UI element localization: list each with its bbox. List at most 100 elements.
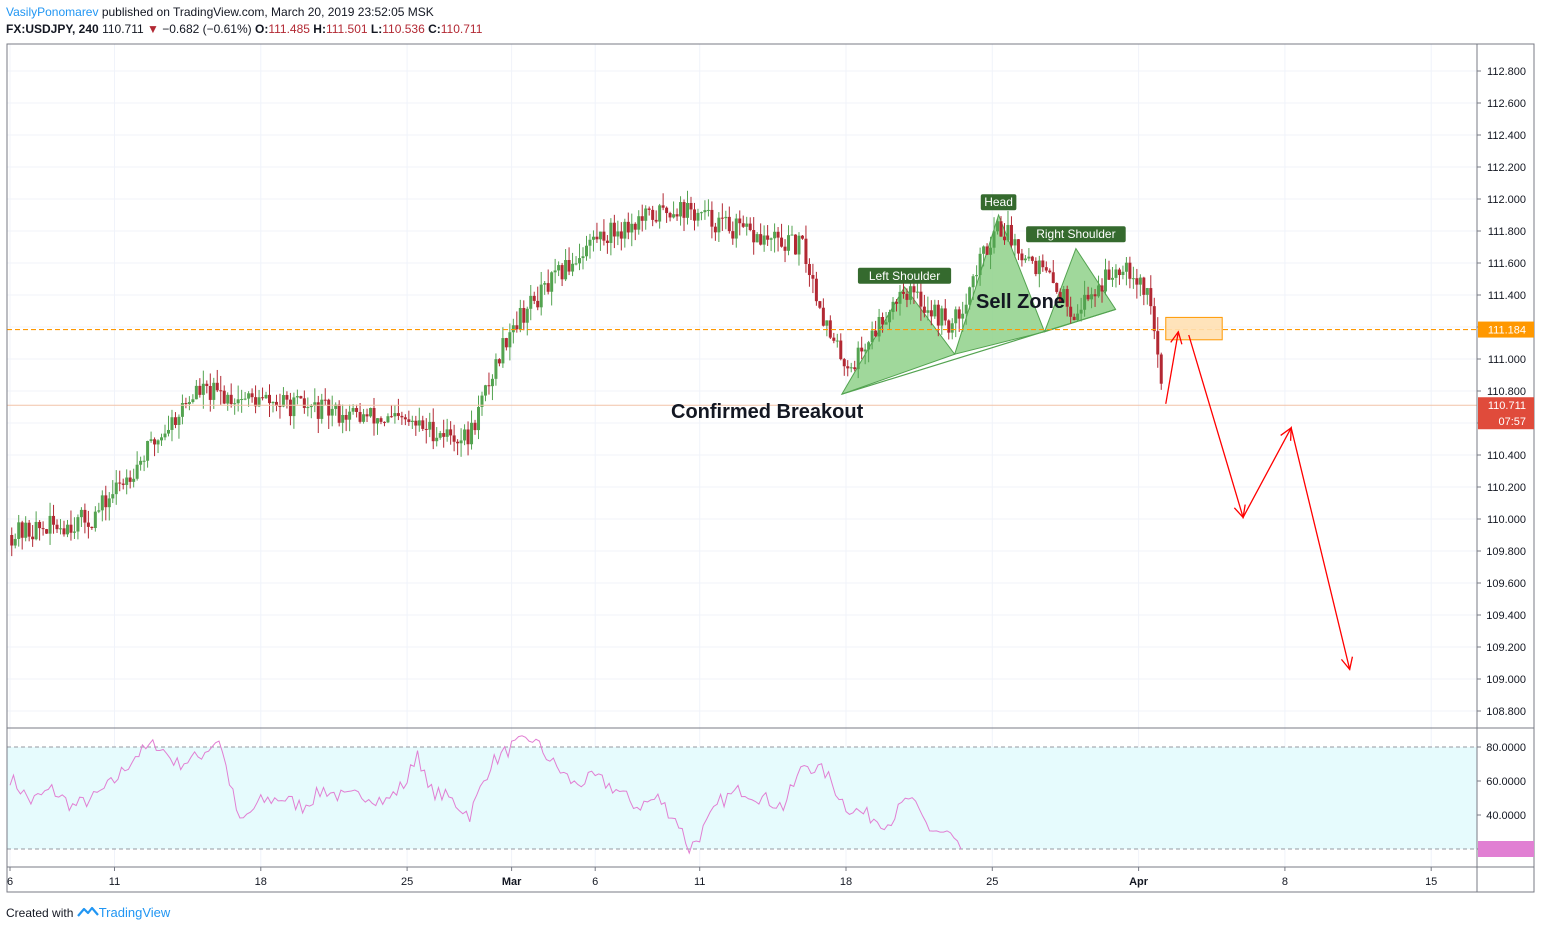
candle-body [261,397,265,399]
candle-body [686,202,690,218]
candle-body [630,223,634,233]
candle-body [128,477,132,482]
candle-body [41,528,45,530]
candle-body [1079,309,1083,314]
candle-body [954,309,958,324]
candle-body [375,418,379,424]
time-tick-label: 11 [694,876,705,888]
candle-body [1100,285,1104,292]
candle-body [281,395,285,407]
candle-body [24,522,28,538]
candle-body [417,420,421,426]
candle-body [48,515,52,534]
candle-body [950,323,954,333]
candle-body [1027,256,1031,259]
sell-zone-box [1165,316,1223,341]
candle-body [968,287,972,305]
price-tick-label: 111.800 [1488,226,1526,238]
candle-body [619,231,623,239]
candle-body [818,301,822,308]
candle-body [640,216,644,221]
candle-body [933,304,937,317]
candle-body [424,428,428,430]
candle-body [769,238,773,240]
candle-body [1002,236,1006,241]
candle-body [396,413,400,416]
candle-body [313,402,317,406]
footer-brand[interactable]: TradingView [98,905,171,920]
candle-body [508,332,512,348]
candle-body [274,401,278,406]
candle-body [811,275,815,279]
candle-body [919,291,923,307]
candle-body [268,394,272,404]
candle-body [341,415,345,423]
candle-body [288,399,292,417]
candle-body [884,322,888,325]
candle-body [703,210,707,213]
candle-body [1006,224,1010,241]
symbol-name[interactable]: FX:USDJPY, 240 [6,22,99,36]
candle-body [187,402,191,405]
candle-body [1156,331,1160,355]
candle-body [720,217,724,219]
candle-body [438,433,442,438]
candle-body [501,338,505,364]
candle-body [616,231,620,237]
candle-body [191,399,195,403]
candle-body [114,482,118,495]
candle-body [1069,306,1073,317]
candle-body [828,320,832,338]
candle-body [633,223,637,230]
candle-body [254,397,258,407]
last-price-tag [1478,397,1534,430]
candle-body [846,366,850,369]
candle-body [271,401,275,404]
down-triangle-icon: ▼ [147,22,159,36]
candle-body [943,308,947,321]
candle-body [180,403,184,417]
rsi-line [9,735,962,855]
candle-body [672,214,676,218]
author-link[interactable]: VasilyPonomarev [6,5,99,19]
candle-body [1090,294,1094,300]
candle-body [553,270,557,273]
candle-body [807,264,811,276]
candle-body [609,222,613,243]
candle-body [539,284,543,308]
candle-body [776,231,780,238]
candle-body [470,422,474,445]
candle-body [160,437,164,441]
symbol-legend: FX:USDJPY, 240 110.711 ▼ −0.682 (−0.61%)… [6,22,482,36]
candle-body [1093,294,1097,297]
price-tick-label: 111.000 [1488,354,1526,366]
candle-body [222,390,226,404]
candle-body [668,213,672,218]
candle-body [494,359,498,379]
right-shoulder-label-bg [1026,226,1126,243]
candle-body [940,308,944,326]
candle-body [985,246,989,255]
candle-body [898,291,902,304]
candle-body [1097,285,1101,297]
candle-body [814,278,818,302]
candle-body [407,419,411,422]
candle-body [860,347,864,352]
candle-body [773,231,777,239]
candle-body [679,202,683,217]
candle-body [1159,354,1163,384]
candle-body [442,433,446,437]
candle-body [821,307,825,326]
candle-body [309,405,313,408]
candle-body [891,301,895,313]
candle-body [1062,289,1066,303]
candle-body [780,237,784,247]
candle-body [295,396,299,398]
candle-body [118,482,122,484]
candle-body [1145,288,1149,295]
candle-body [874,330,878,337]
time-tick-label: 25 [401,876,413,888]
arrow-head [1280,426,1292,441]
candle-body [236,399,240,404]
